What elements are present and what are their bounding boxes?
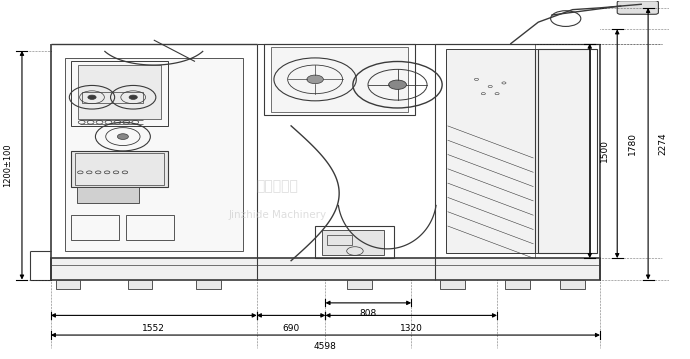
Text: 1780: 1780: [627, 132, 636, 155]
Circle shape: [129, 95, 137, 99]
Circle shape: [117, 134, 128, 139]
Bar: [560, 280, 585, 289]
Bar: [78, 65, 161, 119]
Bar: [264, 43, 415, 115]
Bar: [322, 229, 384, 255]
Text: 2274: 2274: [658, 132, 667, 155]
Bar: [505, 280, 530, 289]
Bar: [328, 235, 351, 245]
Bar: [56, 280, 80, 289]
Text: 808: 808: [359, 309, 377, 318]
Bar: [128, 280, 152, 289]
Circle shape: [307, 75, 324, 84]
Bar: [65, 58, 243, 251]
FancyBboxPatch shape: [618, 1, 658, 14]
Text: 1552: 1552: [142, 324, 165, 334]
Text: 4598: 4598: [314, 342, 337, 351]
Bar: [71, 215, 119, 240]
Bar: [347, 280, 372, 289]
Bar: [71, 61, 168, 126]
Text: 1500: 1500: [600, 139, 609, 162]
Bar: [440, 280, 465, 289]
Bar: [270, 47, 408, 112]
Bar: [446, 49, 590, 253]
Circle shape: [388, 80, 406, 89]
Text: Jinzhide Machinery: Jinzhide Machinery: [228, 210, 326, 220]
Bar: [81, 92, 144, 103]
Circle shape: [88, 95, 96, 99]
Bar: [315, 226, 394, 258]
Bar: [197, 280, 221, 289]
Bar: [126, 215, 175, 240]
Bar: [51, 258, 600, 280]
Text: 普志德机械: 普志德机械: [257, 180, 298, 194]
Text: 1320: 1320: [400, 324, 423, 334]
Text: 690: 690: [282, 324, 299, 334]
Text: 1200±100: 1200±100: [3, 143, 12, 187]
Bar: [75, 153, 164, 185]
Bar: [71, 151, 168, 187]
Bar: [538, 49, 597, 253]
Bar: [77, 187, 139, 203]
